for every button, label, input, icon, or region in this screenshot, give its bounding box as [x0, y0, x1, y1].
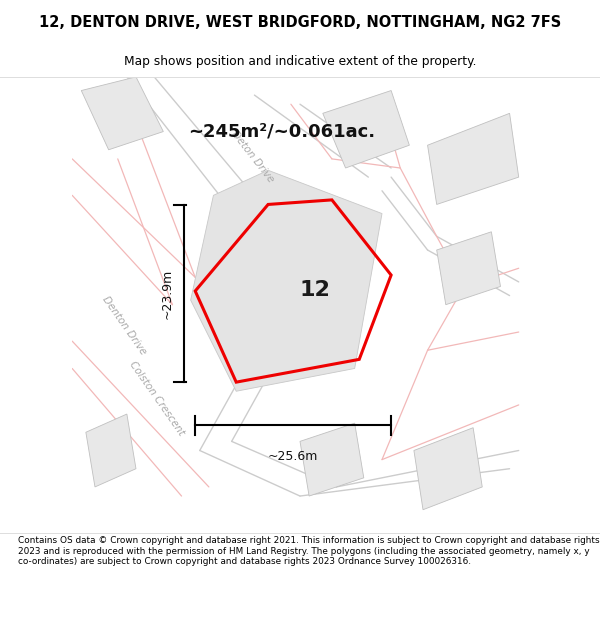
Text: ~25.6m: ~25.6m	[268, 451, 319, 464]
Polygon shape	[86, 414, 136, 487]
Text: 12: 12	[300, 280, 331, 300]
Text: ~245m²/~0.061ac.: ~245m²/~0.061ac.	[188, 122, 376, 141]
Text: 12, DENTON DRIVE, WEST BRIDGFORD, NOTTINGHAM, NG2 7FS: 12, DENTON DRIVE, WEST BRIDGFORD, NOTTIN…	[39, 16, 561, 31]
Polygon shape	[323, 91, 409, 168]
Polygon shape	[300, 423, 364, 496]
Text: Contains OS data © Crown copyright and database right 2021. This information is : Contains OS data © Crown copyright and d…	[18, 536, 599, 566]
Text: Map shows position and indicative extent of the property.: Map shows position and indicative extent…	[124, 56, 476, 68]
Polygon shape	[82, 77, 163, 150]
Text: Denton Drive: Denton Drive	[101, 294, 148, 356]
Polygon shape	[428, 113, 519, 204]
Text: Deton Drive: Deton Drive	[229, 129, 275, 184]
Text: ~23.9m: ~23.9m	[160, 269, 173, 319]
Polygon shape	[437, 232, 500, 304]
Polygon shape	[414, 428, 482, 510]
Text: Colston Crescent: Colston Crescent	[127, 359, 186, 437]
Polygon shape	[191, 170, 382, 391]
